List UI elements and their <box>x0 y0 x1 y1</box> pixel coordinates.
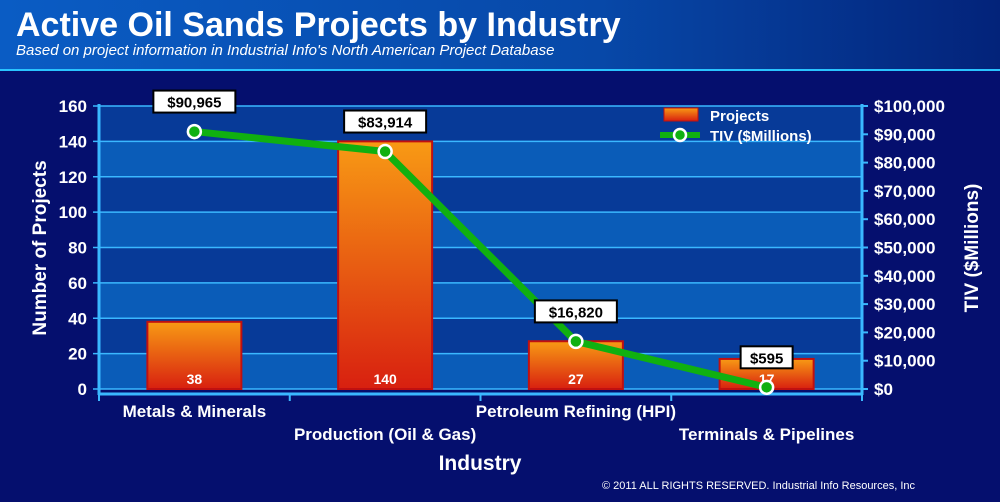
x-tick-label: Production (Oil & Gas) <box>294 425 476 444</box>
tiv-line <box>194 128 768 391</box>
tiv-point <box>186 123 203 140</box>
y-tick-label: 160 <box>59 97 87 116</box>
y2-axis-title: TIV ($Millions) <box>962 184 983 313</box>
legend-line-marker <box>672 127 688 143</box>
plot-band <box>99 247 862 283</box>
chart-title: Active Oil Sands Projects by Industry <box>16 6 621 44</box>
bar-label: 27 <box>568 371 584 387</box>
plot-band <box>99 176 862 213</box>
tiv-point <box>758 379 775 396</box>
y-tick-label: 120 <box>59 168 87 187</box>
y2-tick-label: $60,000 <box>874 210 935 229</box>
chart-subtitle: Based on project information in Industri… <box>16 42 555 59</box>
y2-tick-label: $90,000 <box>874 125 935 144</box>
tiv-label-box <box>343 109 428 134</box>
y2-tick-label: $0 <box>874 380 893 399</box>
y2-tick-label: $100,000 <box>874 97 945 116</box>
y-tick-label: 80 <box>68 239 87 258</box>
y-tick-label: 0 <box>78 380 87 399</box>
y2-tick-label: $80,000 <box>874 154 935 173</box>
tiv-label: $90,965 <box>167 95 221 112</box>
copyright: © 2011 ALL RIGHTS RESERVED. Industrial I… <box>602 480 915 492</box>
x-tick-label: Terminals & Pipelines <box>679 425 854 444</box>
y-tick-label: 60 <box>68 274 87 293</box>
x-axis-title: Industry <box>439 452 522 475</box>
tiv-point <box>568 333 584 350</box>
legend-line-label: TIV ($Millions) <box>710 128 812 145</box>
tiv-label-box <box>739 345 794 370</box>
y-tick-label: 20 <box>68 345 87 364</box>
y-tick-label: 140 <box>59 132 87 151</box>
y2-tick-label: $10,000 <box>874 352 935 371</box>
y2-tick-label: $50,000 <box>874 239 935 258</box>
bar-label: 140 <box>373 371 397 387</box>
bar <box>146 320 243 391</box>
y-tick-label: 100 <box>59 203 87 222</box>
plot-band <box>99 141 862 177</box>
legend-bar-label: Projects <box>710 108 769 125</box>
tiv-label-box <box>152 89 237 114</box>
tiv-point <box>377 143 393 160</box>
y2-tick-label: $40,000 <box>874 267 935 286</box>
plot-band <box>99 282 862 319</box>
x-tick-label: Petroleum Refining (HPI) <box>476 402 676 421</box>
tiv-label: $83,914 <box>358 115 413 132</box>
tiv-label-box <box>533 299 618 324</box>
y2-tick-label: $30,000 <box>874 295 935 314</box>
bar <box>337 140 434 390</box>
bar-label: 38 <box>187 371 203 387</box>
y2-tick-label: $70,000 <box>874 182 935 201</box>
tiv-label: $595 <box>750 350 783 367</box>
tiv-label: $16,820 <box>549 304 603 321</box>
y2-tick-label: $20,000 <box>874 323 935 342</box>
x-tick-label: Metals & Minerals <box>123 402 267 421</box>
y-tick-label: 40 <box>68 309 87 328</box>
y-axis-title: Number of Projects <box>30 160 51 335</box>
legend-bar-swatch <box>663 107 699 122</box>
